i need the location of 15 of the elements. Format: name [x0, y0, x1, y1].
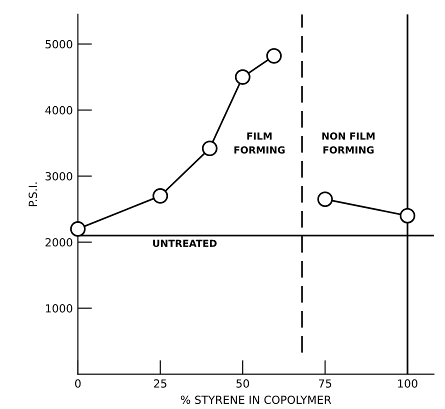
ref-line-label: UNTREATED [153, 240, 217, 248]
x-tick-label: 50 [236, 379, 250, 388]
y-tick-label: 4000 [45, 106, 72, 114]
x-axis-title: % STYRENE IN COPOLYMER [180, 396, 332, 404]
x-tick-label: 75 [318, 379, 332, 388]
y-tick-label: 5000 [46, 40, 72, 48]
y-axis-title: P.S.I. [28, 182, 38, 206]
y-tick-label: 3000 [46, 172, 72, 180]
x-tick-label: 25 [154, 379, 166, 388]
annotation: FILM FORMING [234, 132, 285, 154]
x-tick-label: 100 [398, 379, 418, 388]
x-tick-label: 0 [75, 379, 81, 388]
y-tick-label: 1000 [46, 304, 72, 313]
y-tick-label: 2000 [46, 238, 72, 247]
annotation: NON FILM FORMING [322, 132, 375, 154]
